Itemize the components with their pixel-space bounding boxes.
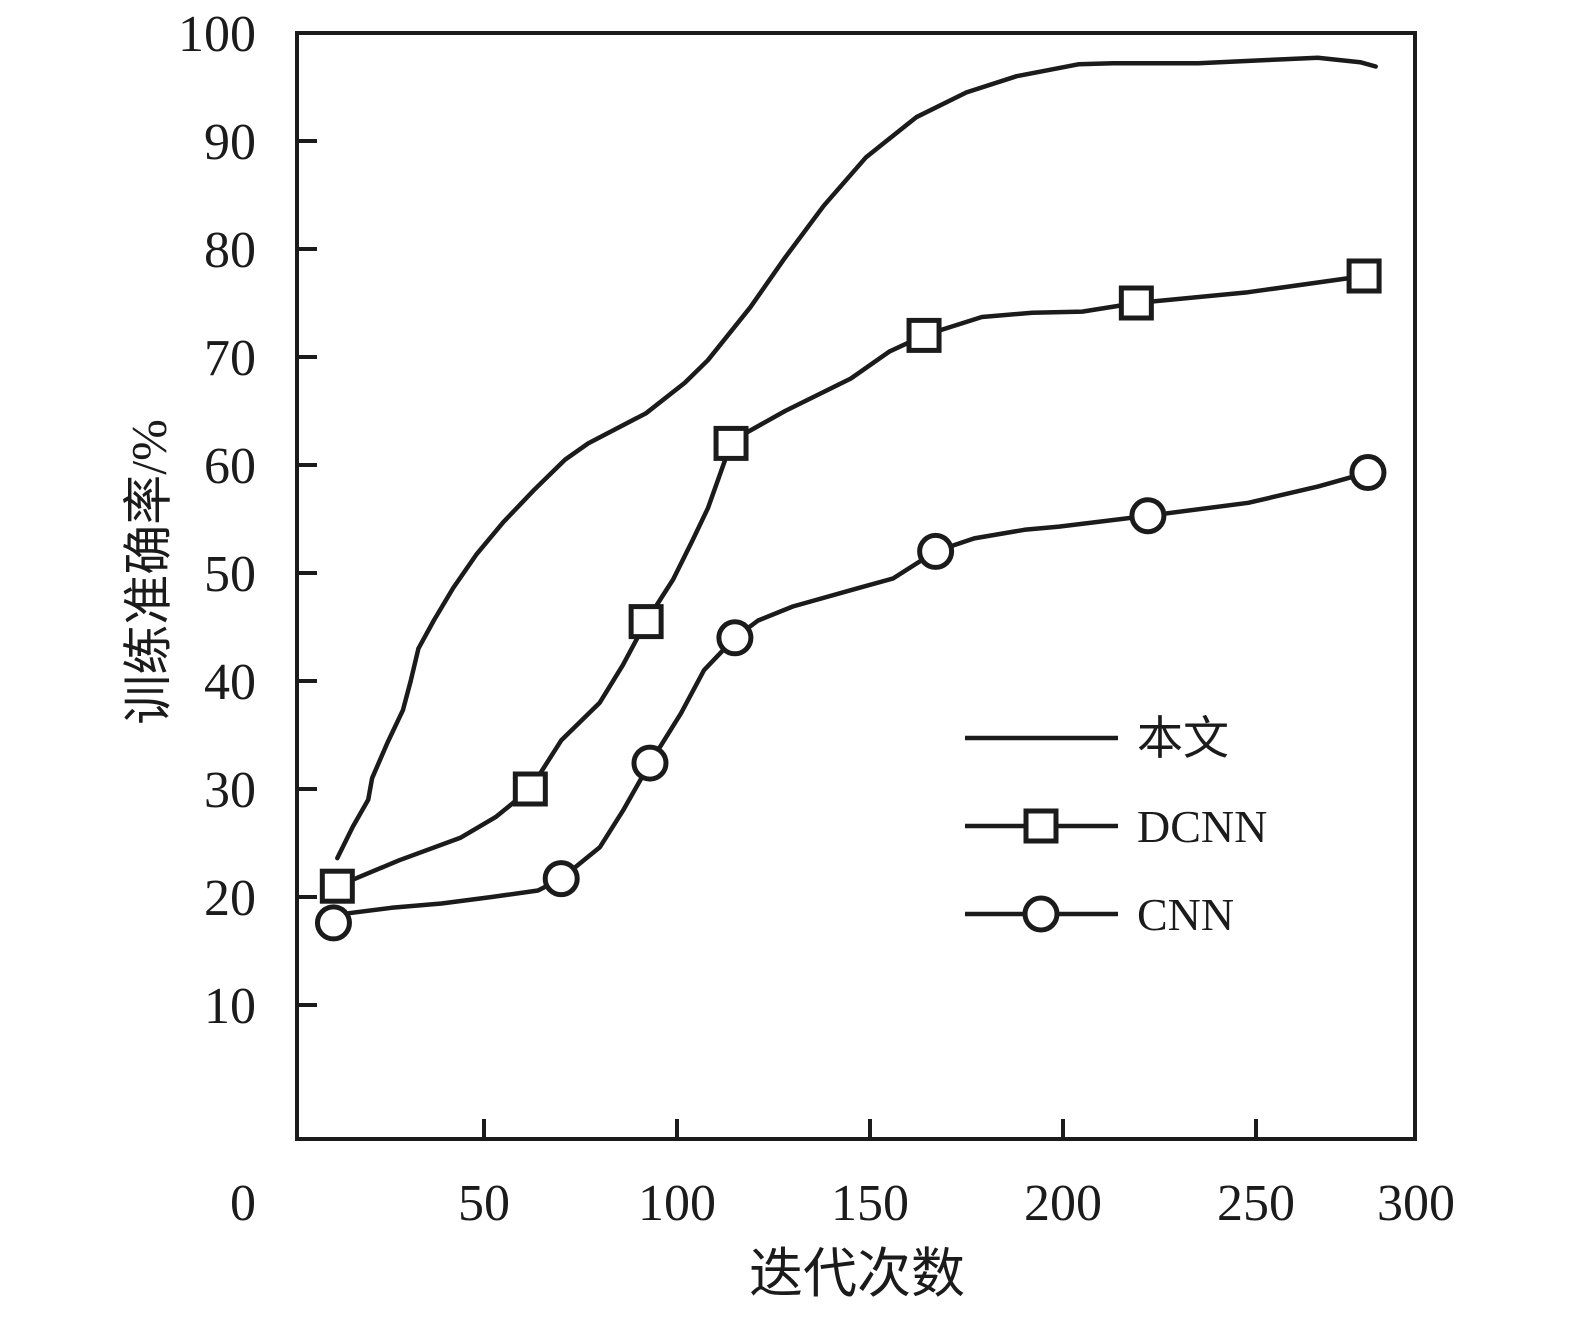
y-tick-label: 50 [204, 546, 256, 603]
legend-item-cnn-label: CNN [1137, 889, 1234, 940]
series-dcnn-square-marker [512, 771, 548, 807]
series-dcnn-square-marker [713, 425, 749, 461]
x-axis: 0 50 100 150 200 250 300 [230, 1119, 1455, 1232]
series-dcnn-square-marker [1118, 285, 1154, 321]
y-tick-label: 70 [204, 330, 256, 387]
legend: 本文 DCNN CNN [965, 713, 1267, 940]
series-dcnn [319, 258, 1382, 904]
legend-item-proposed-label: 本文 [1137, 713, 1229, 764]
legend-cnn-circle-marker [1022, 895, 1060, 933]
x-tick-label: 200 [1024, 1175, 1102, 1232]
series-cnn-circle-marker [631, 744, 669, 782]
x-tick-label: 300 [1377, 1175, 1455, 1232]
y-tick-label: 80 [204, 222, 256, 279]
series-cnn-circle-marker [1349, 454, 1387, 492]
x-axis-title: 迭代次数 [749, 1244, 965, 1304]
series-dcnn-square-marker [319, 868, 355, 904]
series-proposed [335, 55, 1378, 861]
series-cnn-circle-marker [542, 860, 580, 898]
x-tick-label: 50 [458, 1175, 510, 1232]
series-cnn-circle-marker [716, 619, 754, 657]
y-tick-label: 60 [204, 438, 256, 495]
series-proposed-line [335, 55, 1378, 861]
series-dcnn-square-marker [628, 604, 664, 640]
y-tick-label: 90 [204, 114, 256, 171]
y-axis: 10 20 30 40 50 60 70 80 90 100 [178, 6, 317, 1035]
legend-dcnn-square-marker [1023, 808, 1059, 844]
series-cnn-circle-marker [1129, 497, 1167, 535]
legend-item-proposed: 本文 [965, 713, 1229, 764]
legend-item-dcnn: DCNN [965, 801, 1267, 852]
plot-border [295, 31, 1417, 1141]
y-tick-label: 10 [204, 978, 256, 1035]
series-cnn-circle-marker [314, 904, 352, 942]
legend-item-dcnn-label: DCNN [1137, 801, 1267, 852]
x-tick-label: 250 [1217, 1175, 1295, 1232]
legend-item-cnn: CNN [965, 889, 1234, 940]
series-dcnn-line [335, 273, 1367, 889]
x-tick-label: 100 [638, 1175, 716, 1232]
series-dcnn-square-marker [906, 317, 942, 353]
y-tick-label: 100 [178, 6, 256, 63]
x-tick-label: 150 [831, 1175, 909, 1232]
series-cnn-circle-marker [917, 532, 955, 570]
series-cnn [314, 454, 1387, 942]
y-tick-label: 20 [204, 870, 256, 927]
y-tick-label: 40 [204, 654, 256, 711]
y-tick-label: 30 [204, 762, 256, 819]
x-tick-label: 0 [230, 1175, 256, 1232]
y-axis-title: 训练准确率/% [121, 419, 177, 725]
series-dcnn-square-marker [1346, 258, 1382, 294]
